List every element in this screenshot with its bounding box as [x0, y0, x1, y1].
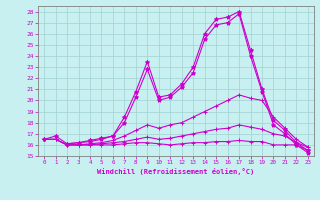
X-axis label: Windchill (Refroidissement éolien,°C): Windchill (Refroidissement éolien,°C)	[97, 168, 255, 175]
